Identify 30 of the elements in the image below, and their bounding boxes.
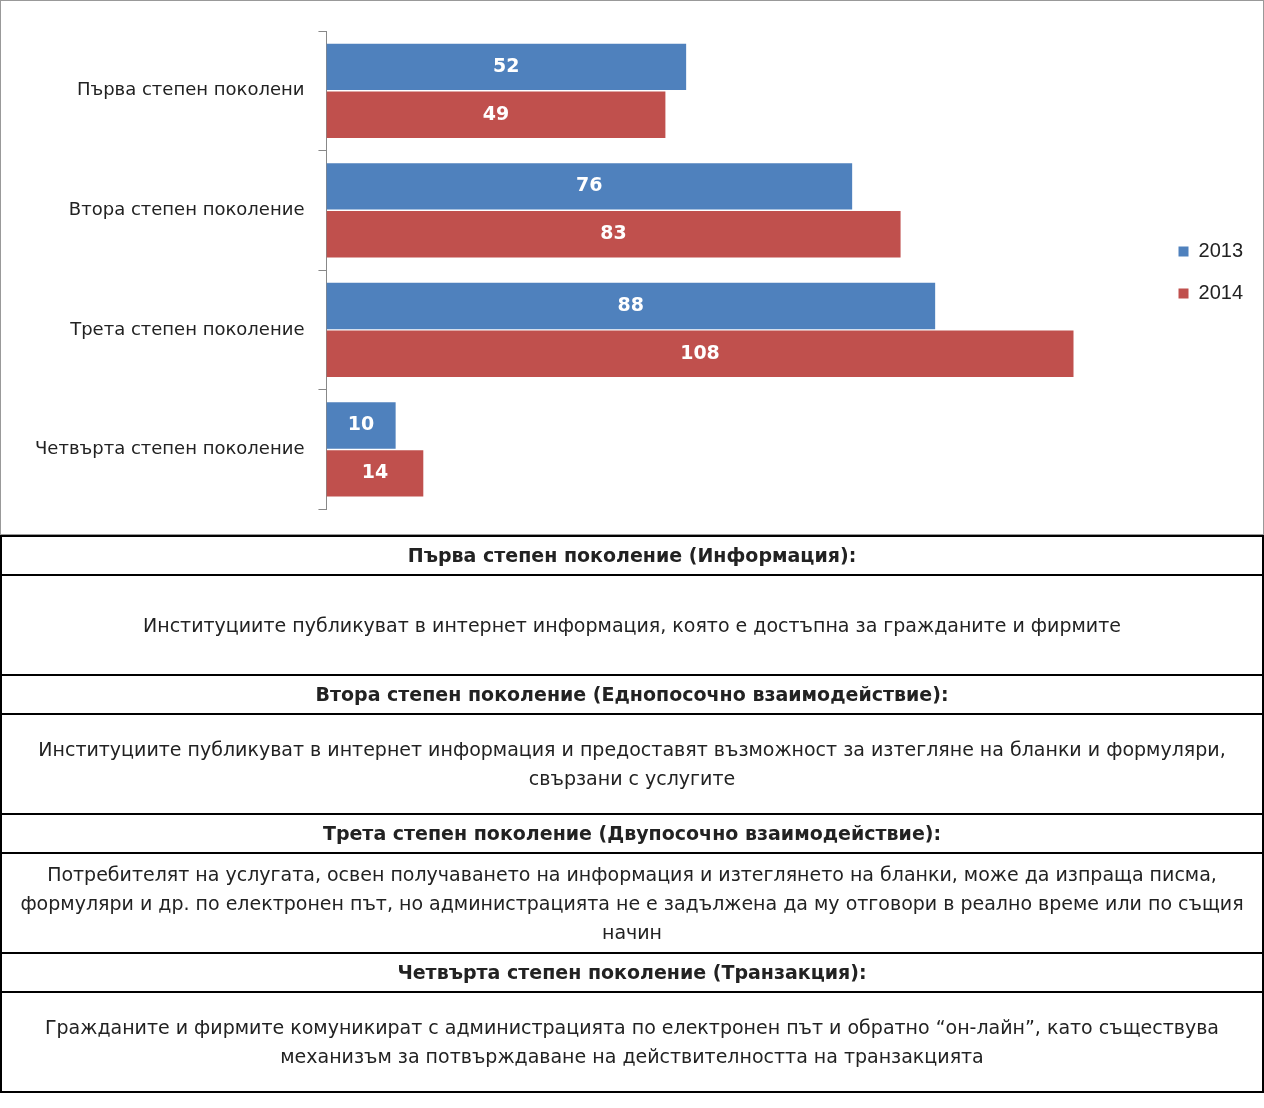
data-label: 108 [680, 340, 720, 363]
y-tick-label: Първа степен поколени [76, 78, 305, 100]
data-label: 49 [482, 101, 510, 124]
bar [326, 211, 901, 258]
bar [326, 91, 666, 138]
bar [326, 43, 687, 91]
data-label: 14 [361, 460, 389, 483]
bar [326, 330, 1074, 377]
text: Институциите публикуват в интернет информация, която е достъпна за гражданите и фирмите [1, 575, 1263, 675]
legend-label: 2013 [1198, 239, 1244, 262]
data-label: 52 [493, 53, 520, 76]
bar [326, 282, 936, 330]
bar [326, 163, 853, 210]
data-label: 76 [576, 173, 603, 196]
text: Втора степен поколение (Еднопосочно взаимодействие): [1, 675, 1263, 714]
legend-label: 2014 [1198, 281, 1244, 304]
bar [326, 402, 396, 449]
text: Четвърта степен поколение (Транзакция): [1, 953, 1263, 992]
data-label: 83 [600, 221, 627, 244]
bar [326, 450, 424, 497]
data-label: 88 [617, 292, 645, 315]
y-tick-label: Трета степен поколение [69, 317, 305, 339]
text: Потребителят на услугата, освен получаването на информация и изтеглянето на бланки, може да изпраща писма, формуляри и др. по електронен път, но администрацията не е задължена да му отговори в реално време или по същия начин [1, 853, 1263, 953]
y-tick-label: Четвърта степен поколение [35, 437, 305, 459]
data-label: 10 [347, 412, 375, 435]
text: Гражданите и фирмите комуникират с администрацията по електронен път и обратно “он-лайн”, като съществува механизъм за потвърждаване на действителността на транзакцията [1, 992, 1263, 1092]
text: Първа степен поколение (Информация): [1, 536, 1263, 575]
y-tick-label: Втора степен поколение [68, 198, 305, 219]
text: Трета степен поколение (Двупосочно взаимодействие): [1, 814, 1263, 853]
text: Институциите публикуват в интернет информация и предоставят възможност за изтегляне на бланки и формуляри, свързани с услугите [1, 714, 1263, 814]
